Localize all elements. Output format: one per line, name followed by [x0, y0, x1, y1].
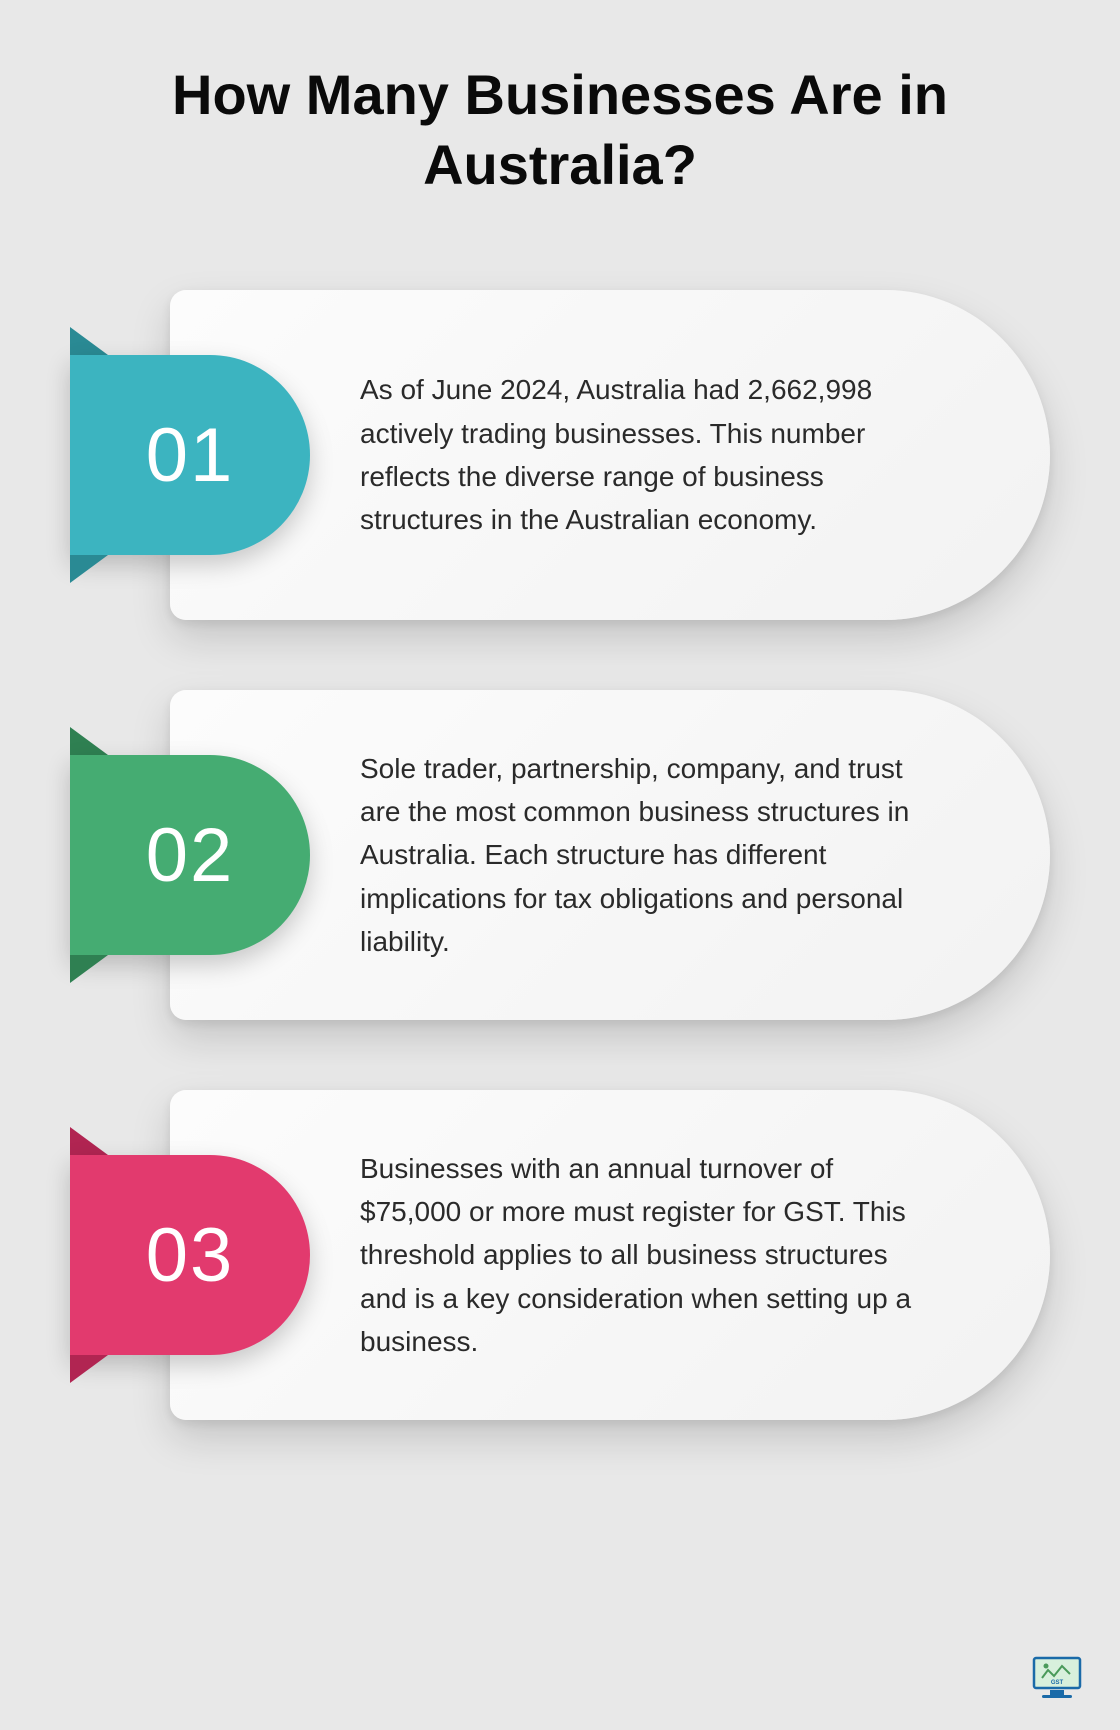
ribbon-top: [70, 1127, 108, 1155]
page-title: How Many Businesses Are in Australia?: [70, 60, 1050, 200]
card-text: Sole trader, partnership, company, and t…: [360, 747, 930, 964]
info-card-3: Businesses with an annual turnover of $7…: [70, 1090, 1050, 1420]
card-text: As of June 2024, Australia had 2,662,998…: [360, 368, 930, 542]
info-card-2: Sole trader, partnership, company, and t…: [70, 690, 1050, 1020]
monitor-icon: GST: [1032, 1656, 1082, 1700]
info-card-1: As of June 2024, Australia had 2,662,998…: [70, 290, 1050, 620]
badge-wrap: 03: [70, 1155, 310, 1355]
badge-number: 01: [146, 412, 235, 499]
number-badge: 03: [70, 1155, 310, 1355]
svg-text:GST: GST: [1051, 1680, 1064, 1686]
badge-number: 02: [146, 812, 235, 899]
badge-wrap: 01: [70, 355, 310, 555]
number-badge: 02: [70, 755, 310, 955]
card-text: Businesses with an annual turnover of $7…: [360, 1147, 930, 1364]
number-badge: 01: [70, 355, 310, 555]
ribbon-top: [70, 727, 108, 755]
badge-wrap: 02: [70, 755, 310, 955]
card-list: As of June 2024, Australia had 2,662,998…: [70, 290, 1050, 1420]
ribbon-top: [70, 327, 108, 355]
badge-number: 03: [146, 1212, 235, 1299]
ribbon-bottom: [70, 1355, 108, 1383]
ribbon-bottom: [70, 555, 108, 583]
ribbon-bottom: [70, 955, 108, 983]
